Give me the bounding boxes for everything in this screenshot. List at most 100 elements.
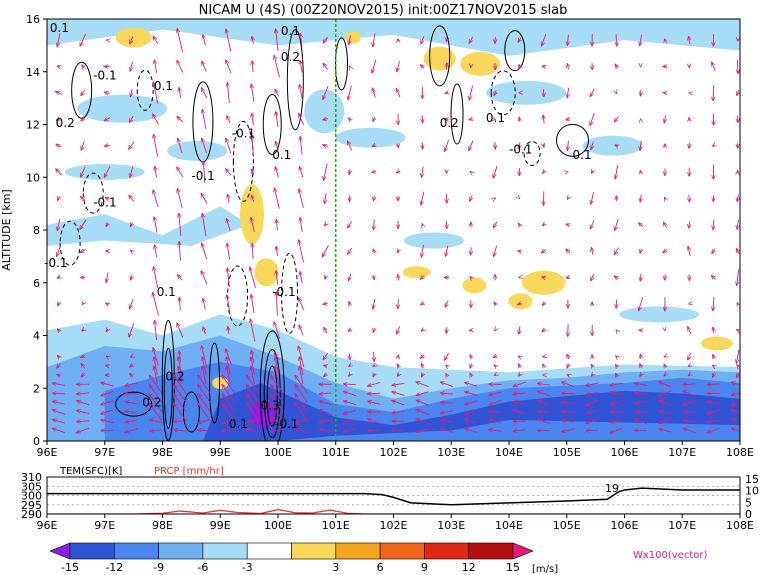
wind-vector: [104, 145, 110, 146]
shade-yellow-patch: [115, 27, 152, 48]
colorbar-label: -15: [61, 561, 79, 574]
surface-temperature-line: [47, 487, 740, 506]
wind-vector: [591, 274, 594, 280]
contour-positive: [182, 391, 200, 433]
wind-vector: [343, 384, 356, 385]
wind-vector: [421, 191, 425, 205]
wind-vector: [300, 272, 302, 284]
wind-vector: [494, 365, 496, 367]
bottom-x-tick-label: 100E: [264, 519, 292, 532]
wind-vector: [319, 410, 332, 415]
wind-vector: [465, 392, 478, 396]
wind-vector: [519, 326, 520, 334]
wind-vector: [616, 373, 618, 376]
wind-vector: [513, 430, 526, 432]
wind-vector: [397, 374, 399, 376]
wind-vector: [713, 195, 714, 201]
contour-negative: [281, 252, 299, 334]
wind-vector: [203, 298, 205, 310]
wind-vector: [663, 222, 666, 228]
wind-vector: [202, 61, 207, 72]
wind-vector: [373, 116, 375, 121]
wind-vector: [101, 409, 114, 414]
wind-vector: [130, 88, 132, 97]
wind-vector: [202, 357, 207, 375]
wind-vector: [372, 88, 376, 98]
wind-vector: [396, 89, 401, 98]
wind-vector: [590, 220, 595, 229]
colorbar-units: [m/s]: [532, 564, 558, 575]
wind-vector: [368, 419, 381, 425]
wind-vector: [57, 245, 61, 257]
wind-vector: [610, 420, 623, 422]
shade-light-blue-patch: [582, 135, 643, 156]
wind-vector: [52, 420, 65, 424]
wind-vector: [227, 357, 231, 375]
contour-positive: [161, 319, 175, 441]
wind-vector: [373, 298, 375, 309]
colorbar-label: -9: [153, 561, 164, 574]
wind-vector: [513, 381, 526, 387]
contour-negative: [523, 141, 541, 167]
wind-vector: [274, 322, 281, 339]
wind-vector: [80, 197, 86, 200]
wind-vector: [542, 66, 545, 67]
wind-vector: [518, 374, 520, 376]
wind-vector: [543, 224, 545, 226]
wind-vector: [416, 391, 429, 396]
wind-vector: [325, 224, 327, 226]
wind-vector: [81, 118, 85, 121]
wind-vector: [198, 430, 211, 431]
wind-vector: [489, 391, 502, 395]
wind-vector: [153, 36, 159, 45]
bottom-grid: [47, 485, 740, 506]
wind-vector: [130, 223, 132, 227]
wind-vector: [343, 428, 357, 432]
wind-vector: [368, 401, 381, 405]
wind-vector: [736, 249, 739, 254]
colorbar-label: -12: [105, 561, 123, 574]
wind-vector: [252, 61, 253, 73]
wind-vector: [177, 60, 184, 73]
wind-vector: [610, 412, 623, 413]
x-tick-label: 100E: [264, 446, 292, 459]
contour-negative: [227, 265, 249, 327]
wind-vector: [130, 250, 132, 251]
wind-vector: [226, 29, 232, 52]
wind-vector: [348, 329, 351, 331]
contour-negative: [232, 120, 254, 202]
y-tick-label: 4: [33, 330, 40, 343]
wind-vector: [689, 221, 690, 228]
x-tick-label: 104E: [495, 446, 523, 459]
wind-vector: [683, 421, 696, 422]
wind-vector: [712, 62, 716, 72]
wind-vector: [489, 411, 502, 412]
wind-vector: [251, 350, 255, 364]
wind-vector: [174, 385, 187, 403]
wind-vector: [77, 410, 90, 414]
x-tick-label: 108E: [726, 446, 754, 459]
wind-vector: [274, 56, 280, 78]
y-tick-label: 0: [33, 435, 40, 448]
wind-vector: [343, 391, 357, 397]
wind-vector: [349, 35, 351, 44]
wind-vector: [374, 195, 375, 201]
wind-vector: [707, 393, 720, 394]
wind-vector: [130, 356, 132, 357]
wind-vector: [271, 403, 284, 422]
contour-label: 0.1: [272, 148, 291, 162]
contour-positive: [504, 30, 526, 72]
wind-vector: [513, 409, 526, 415]
wind-vector: [659, 418, 672, 424]
wind-vector: [736, 349, 740, 363]
wind-vector: [323, 63, 328, 70]
bottom-left-tick-label: 300: [21, 490, 42, 503]
wind-vector: [542, 302, 545, 305]
wind-vector: [149, 375, 163, 394]
wind-vector: [106, 303, 109, 305]
contour-positive: [556, 123, 590, 157]
wind-vector: [153, 292, 159, 316]
vector-legend-label: Wx100(vector): [633, 550, 708, 561]
wind-vector: [469, 140, 474, 151]
